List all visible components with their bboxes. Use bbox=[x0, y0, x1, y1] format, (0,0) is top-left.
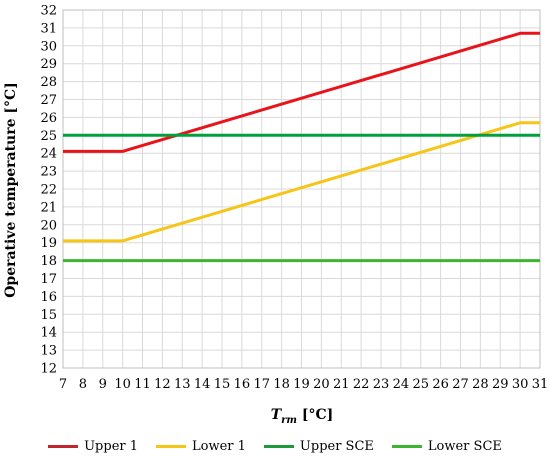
x-tick-label: 25 bbox=[412, 377, 429, 392]
y-tick-label: 26 bbox=[40, 111, 57, 126]
x-axis-label-unit: [°C] bbox=[297, 407, 333, 423]
x-tick-label: 11 bbox=[134, 377, 151, 392]
x-tick-label: 22 bbox=[353, 377, 370, 392]
x-tick-label: 30 bbox=[512, 377, 529, 392]
y-tick-label: 12 bbox=[40, 362, 57, 377]
x-axis-label: Trm [°C] bbox=[271, 407, 334, 426]
legend-item-lower-sce: Lower SCE bbox=[391, 438, 502, 454]
x-tick-label: 7 bbox=[59, 377, 67, 392]
x-tick-label: 10 bbox=[114, 377, 131, 392]
legend-item-upper-1: Upper 1 bbox=[48, 439, 138, 454]
x-tick-label: 14 bbox=[194, 377, 211, 392]
y-tick-label: 16 bbox=[40, 290, 57, 305]
legend-swatch-upper-1 bbox=[48, 444, 79, 448]
series-line-upper-1 bbox=[63, 31, 540, 153]
x-tick-label: 24 bbox=[393, 377, 410, 392]
x-tick-label: 8 bbox=[79, 377, 87, 392]
y-tick-label: 32 bbox=[40, 4, 57, 19]
x-tick-label: 21 bbox=[333, 377, 350, 392]
y-tick-label: 14 bbox=[40, 326, 57, 341]
y-tick-label: 19 bbox=[40, 236, 57, 251]
y-tick-label: 15 bbox=[40, 308, 57, 323]
x-tick-label: 13 bbox=[174, 377, 191, 392]
x-tick-label: 26 bbox=[432, 377, 449, 392]
y-axis-label: Operative temperature [°C] bbox=[3, 82, 19, 298]
legend-swatch-lower-sce bbox=[391, 444, 422, 448]
x-tick-label: 29 bbox=[492, 377, 509, 392]
y-tick-label: 29 bbox=[40, 57, 57, 72]
x-axis-label-main: T bbox=[271, 407, 283, 423]
x-axis-ticks: 7 8 9 10 11 12 13 14 15 16 17 18 19 20 21 22 23 24 25 26 27 2… bbox=[59, 377, 548, 392]
legend-item-lower-1: Lower 1 bbox=[156, 439, 246, 454]
series-line-lower-1 bbox=[63, 121, 540, 243]
y-tick-label: 18 bbox=[40, 254, 57, 269]
series-lines bbox=[63, 31, 540, 263]
y-tick-label: 21 bbox=[40, 200, 57, 215]
y-tick-label: 17 bbox=[40, 272, 57, 287]
x-tick-label: 12 bbox=[154, 377, 171, 392]
legend-item-upper-sce: Upper SCE bbox=[263, 438, 374, 454]
x-tick-label: 23 bbox=[373, 377, 390, 392]
x-tick-label: 18 bbox=[273, 377, 290, 392]
legend-label-upper-sce: Upper SCE bbox=[299, 438, 374, 454]
x-tick-label: 31 bbox=[532, 377, 549, 392]
temperature-chart: 1213141516171819202122232425262728293031… bbox=[3, 4, 548, 427]
y-tick-label: 24 bbox=[40, 147, 57, 162]
y-tick-label: 22 bbox=[40, 183, 57, 198]
x-tick-label: 9 bbox=[99, 377, 107, 392]
legend: Upper 1 Lower 1 Upper SCE Lower SCE bbox=[0, 436, 550, 456]
y-tick-label: 31 bbox=[40, 21, 57, 36]
x-tick-label: 28 bbox=[472, 377, 489, 392]
legend-label-lower-sce: Lower SCE bbox=[427, 438, 502, 454]
y-tick-label: 23 bbox=[40, 165, 57, 180]
y-tick-label: 20 bbox=[40, 218, 57, 233]
y-tick-label: 27 bbox=[40, 93, 57, 108]
y-tick-label: 25 bbox=[40, 129, 57, 144]
y-axis-ticks: 12 13 14 15 16 17 18 19 20 21 22 23 24 25 26 27 28 29 30 31… bbox=[40, 4, 57, 377]
x-tick-label: 20 bbox=[313, 377, 330, 392]
x-tick-label: 16 bbox=[234, 377, 251, 392]
legend-label-lower-1: Lower 1 bbox=[192, 438, 246, 454]
legend-swatch-upper-sce bbox=[263, 444, 294, 448]
x-tick-label: 15 bbox=[214, 377, 231, 392]
legend-swatch-lower-1 bbox=[156, 444, 187, 448]
legend-label-upper-1: Upper 1 bbox=[84, 438, 139, 454]
x-axis-label-sub: rm bbox=[281, 415, 297, 426]
x-tick-label: 27 bbox=[452, 377, 469, 392]
x-tick-label: 19 bbox=[293, 377, 310, 392]
y-tick-label: 28 bbox=[40, 75, 57, 90]
x-tick-label: 17 bbox=[253, 377, 270, 392]
y-tick-label: 30 bbox=[40, 39, 57, 54]
y-tick-label: 13 bbox=[40, 344, 57, 359]
plot-border bbox=[62, 9, 541, 369]
